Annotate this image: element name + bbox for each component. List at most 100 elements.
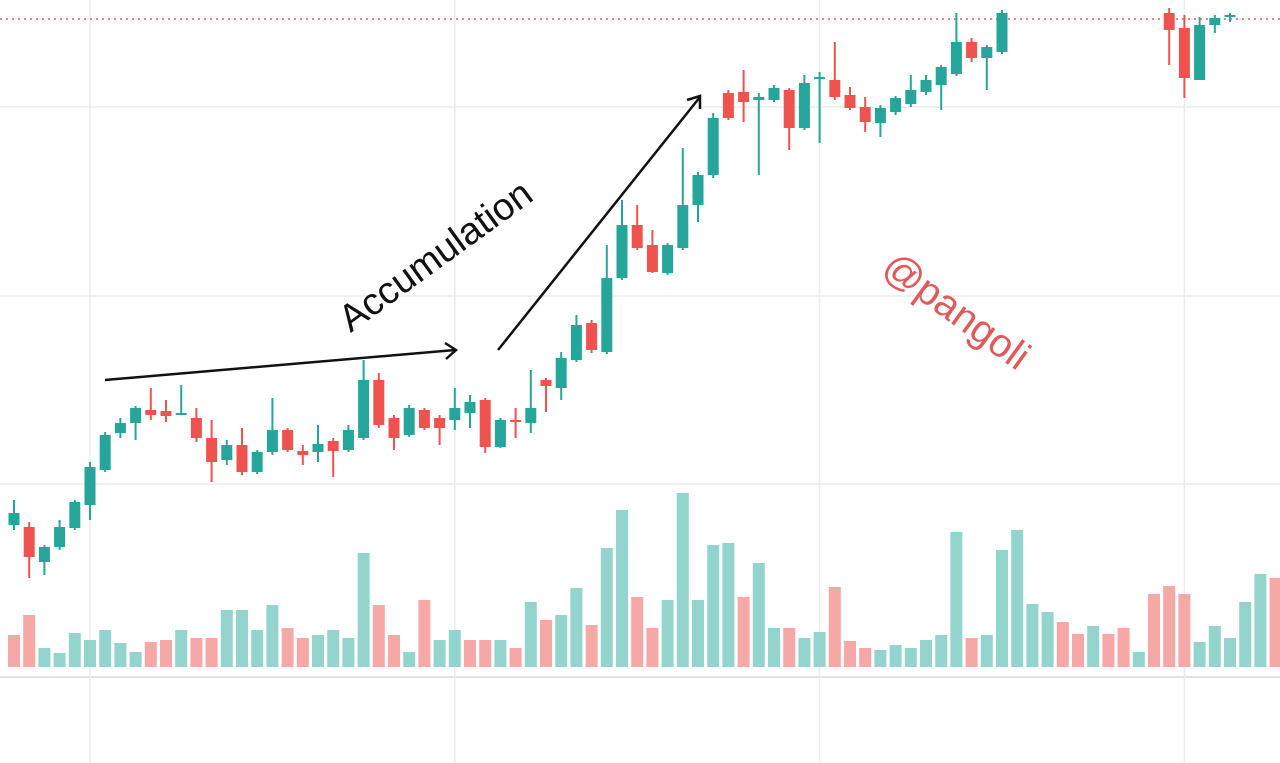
candle-body: [38, 547, 50, 562]
annotation-arrows: [104, 94, 702, 382]
candle-body: [631, 225, 643, 248]
candle-body: [358, 380, 370, 438]
candle-body: [206, 438, 218, 462]
candle-body: [403, 408, 415, 435]
volume-bar: [752, 563, 765, 667]
candle-body: [1209, 18, 1221, 25]
candle-body: [859, 107, 871, 122]
candle-body: [662, 245, 674, 273]
volume-bar: [920, 640, 932, 667]
candle-body: [1224, 15, 1236, 17]
volume-bar: [828, 587, 841, 667]
volume-bar: [631, 597, 644, 667]
candle-body: [266, 430, 278, 452]
volume-bar: [707, 545, 720, 667]
candle-body: [874, 108, 886, 123]
candle-body: [844, 95, 856, 108]
candle-body: [190, 418, 202, 438]
volume-bar: [479, 640, 492, 667]
candle-body: [510, 420, 522, 422]
candle-body: [221, 445, 233, 460]
candle-body: [677, 205, 689, 248]
volume-bar: [38, 648, 51, 667]
volume-bar: [68, 633, 81, 667]
volume-bar: [1208, 626, 1221, 667]
candle-body: [130, 408, 142, 423]
volume-bar: [950, 532, 963, 667]
volume-bar: [175, 630, 188, 667]
candle-body: [905, 90, 917, 104]
volume-bar: [509, 648, 522, 667]
volume-bar: [266, 605, 279, 667]
candle-body: [251, 452, 263, 472]
volume-bar: [205, 638, 218, 667]
volume-bar: [220, 610, 233, 667]
candle-body: [646, 245, 658, 272]
volume-bar: [160, 640, 172, 667]
candle-body: [783, 90, 795, 128]
candle-body: [282, 430, 294, 450]
candle-body: [84, 467, 96, 505]
volume-bar: [1056, 622, 1069, 667]
volume-bar: [312, 635, 324, 667]
candle-body: [525, 408, 537, 423]
volume-bar: [540, 620, 552, 667]
volume-bar: [1239, 602, 1252, 667]
candle-body: [145, 410, 157, 415]
candle-body: [23, 527, 35, 557]
volume-bar: [342, 638, 355, 667]
volume-bar: [1026, 604, 1039, 667]
volume-bar: [1254, 574, 1267, 667]
candle-body: [342, 430, 354, 450]
volume-bar: [783, 628, 796, 667]
candle-body: [1163, 13, 1175, 30]
volume-bar: [996, 550, 1008, 667]
candle-body: [996, 13, 1008, 52]
volume-bar: [99, 630, 112, 667]
volume-bar: [616, 510, 628, 667]
volume-bar: [388, 635, 400, 667]
volume-bar: [1087, 626, 1100, 667]
volume-bar: [144, 642, 157, 667]
volume-bar: [798, 638, 811, 667]
volume-bar: [53, 653, 66, 667]
volume-bar: [190, 638, 203, 667]
volume-bar: [676, 493, 689, 667]
volume-bar: [1163, 586, 1176, 667]
candle-body: [1178, 28, 1190, 78]
volume-bar: [935, 635, 948, 667]
volume-bar: [722, 543, 735, 667]
volume-bar: [555, 615, 568, 667]
volume-bar: [600, 548, 613, 667]
candle-body: [388, 418, 400, 438]
candle-body: [54, 527, 66, 547]
candle-body: [798, 83, 810, 128]
volume-bar: [1269, 578, 1280, 667]
watermark: @pangoli: [875, 243, 1038, 378]
candle-body: [312, 444, 324, 452]
volume-bar: [372, 605, 385, 667]
volume-bar: [889, 645, 902, 667]
volume-bar: [1072, 634, 1084, 667]
volume-bar: [296, 638, 309, 667]
volume-bar: [1011, 530, 1024, 667]
volume-bar: [114, 643, 127, 667]
candle-body: [494, 420, 506, 447]
arrow: [497, 96, 701, 351]
arrowhead: [444, 341, 459, 360]
candle-body: [418, 410, 430, 428]
volume-bar: [859, 648, 872, 667]
volume-bar: [418, 600, 431, 667]
candle-body: [981, 47, 993, 58]
candle-body: [479, 400, 491, 447]
volume-bar: [904, 648, 917, 667]
arrow: [104, 348, 456, 382]
volume-bar: [1148, 594, 1160, 667]
candle-body: [601, 278, 613, 352]
candle-body: [555, 358, 567, 388]
volume-bar: [281, 628, 294, 667]
candle-body: [570, 325, 582, 360]
volume-bar: [980, 635, 993, 667]
